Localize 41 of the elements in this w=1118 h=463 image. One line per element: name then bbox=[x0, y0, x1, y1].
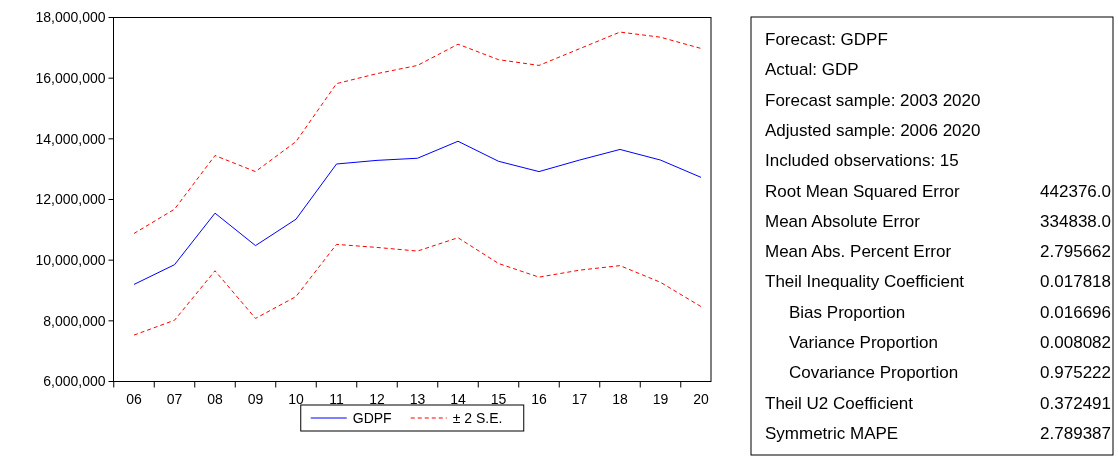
text: Adjusted sample: 2006 2020 bbox=[765, 120, 981, 140]
x-tick-label: 18 bbox=[612, 390, 628, 407]
line-series bbox=[133, 31, 702, 234]
x-tick-label: 09 bbox=[247, 390, 264, 407]
text: Included observations: 15 bbox=[765, 151, 959, 171]
x-tick-label: 16 bbox=[531, 390, 547, 407]
text: Theil U2 Coefficient 0.372491 bbox=[765, 393, 1111, 413]
x-tick-label: 20 bbox=[693, 390, 709, 407]
text: Actual: GDP bbox=[765, 60, 859, 80]
text: Variance Proportion 0.008082 bbox=[789, 332, 1111, 352]
y-tick-label: 16,000,000 bbox=[35, 70, 106, 87]
line-series bbox=[133, 140, 702, 285]
text: Mean Absolute Error 334838.0 bbox=[765, 211, 1111, 231]
x-tick-label: 15 bbox=[490, 390, 507, 407]
y-tick-label: 12,000,000 bbox=[35, 191, 106, 208]
legend-label: ± 2 S.E. bbox=[452, 409, 503, 426]
x-tick-label: 08 bbox=[207, 390, 223, 407]
text: Symmetric MAPE 2.789387 bbox=[765, 423, 1111, 443]
y-tick-label: 10,000,000 bbox=[35, 252, 106, 269]
y-tick-label: 8,000,000 bbox=[43, 312, 106, 329]
x-tick-label: 17 bbox=[571, 390, 588, 407]
x-tick-label: 10 bbox=[288, 390, 304, 407]
y-tick-label: 14,000,000 bbox=[35, 130, 106, 147]
x-tick-label: 06 bbox=[126, 390, 142, 407]
line-series bbox=[133, 237, 702, 336]
text: Mean Abs. Percent Error 2.795662 bbox=[765, 242, 1111, 262]
text: Forecast: GDPF bbox=[765, 30, 888, 50]
text: Forecast sample: 2003 2020 bbox=[765, 90, 981, 110]
x-tick-label: 12 bbox=[369, 390, 385, 407]
text: Theil Inequality Coefficient 0.017818 bbox=[765, 272, 1111, 292]
x-tick-label: 19 bbox=[652, 390, 669, 407]
x-tick-label: 14 bbox=[450, 390, 466, 407]
text: Bias Proportion 0.016696 bbox=[789, 302, 1111, 322]
x-tick-label: 11 bbox=[329, 390, 344, 407]
y-tick-label: 18,000,000 bbox=[35, 9, 106, 26]
x-tick-label: 13 bbox=[409, 390, 426, 407]
y-tick-label: 6,000,000 bbox=[43, 373, 106, 390]
text: Root Mean Squared Error 442376.0 bbox=[765, 181, 1111, 201]
x-tick-label: 07 bbox=[166, 390, 183, 407]
legend-label: GDPF bbox=[352, 409, 392, 426]
text: Covariance Proportion 0.975222 bbox=[789, 363, 1111, 383]
